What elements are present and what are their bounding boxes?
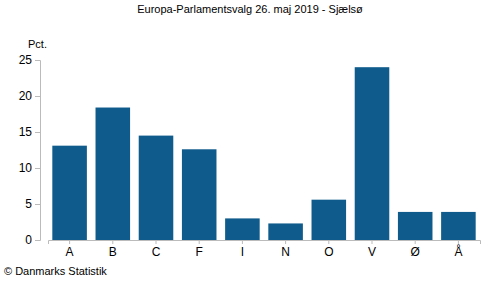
y-tick: 0 (25, 233, 40, 247)
x-tick-label: Å (454, 244, 462, 259)
x-tick-label: O (324, 245, 333, 259)
x-tick-mark (415, 240, 416, 244)
bar (52, 146, 87, 240)
x-tick-label: N (281, 245, 290, 259)
x-tick: N (281, 240, 290, 259)
x-tick-mark (112, 240, 113, 244)
bar (268, 223, 303, 240)
x-tick-mark (69, 240, 70, 244)
y-tick-label: 20 (19, 89, 33, 103)
y-tick-label: 5 (25, 197, 32, 211)
y-tick-label: 10 (19, 161, 33, 175)
y-tick-mark (35, 240, 40, 241)
x-axis: ABCFINOVØÅ (49, 240, 481, 259)
y-tick-mark (35, 204, 40, 205)
y-tick-label: 15 (19, 125, 33, 139)
x-axis-line (49, 241, 481, 245)
x-tick-mark (372, 240, 373, 244)
bar (312, 200, 347, 240)
y-axis: 0 5 10 15 20 25 (19, 53, 41, 247)
bar (355, 67, 390, 240)
y-tick-mark (35, 96, 40, 97)
x-tick: C (152, 240, 161, 259)
y-tick: 25 (19, 53, 40, 67)
bar (398, 212, 433, 240)
y-tick: 5 (25, 197, 40, 211)
y-tick: 15 (19, 125, 40, 139)
x-tick: Ø (411, 240, 420, 259)
x-tick-mark (156, 240, 157, 244)
x-tick: O (324, 240, 333, 259)
x-tick-mark (285, 240, 286, 244)
x-tick-label: B (109, 245, 117, 259)
y-tick-label: 0 (25, 233, 32, 247)
y-tick: 10 (19, 161, 40, 175)
x-tick-label: F (196, 245, 203, 259)
y-axis-line (35, 61, 41, 241)
bars (52, 67, 475, 240)
x-tick-mark (199, 240, 200, 244)
y-tick-mark (35, 168, 40, 169)
bar (225, 218, 260, 240)
bar (182, 149, 217, 240)
x-tick-label: Ø (411, 245, 420, 259)
chart: Europa-Parlamentsvalg 26. maj 2019 - Sjæ… (0, 0, 500, 282)
title: Europa-Parlamentsvalg 26. maj 2019 - Sjæ… (137, 3, 363, 15)
x-tick-mark (328, 240, 329, 244)
bar (96, 108, 131, 240)
y-tick: 20 (19, 89, 40, 103)
x-tick: B (109, 240, 117, 259)
bar (441, 212, 476, 240)
x-tick: A (66, 240, 74, 259)
x-tick-mark (242, 240, 243, 244)
x-tick-label: I (241, 245, 244, 259)
x-tick-label: C (152, 245, 161, 259)
x-tick: F (196, 240, 203, 259)
x-tick-label: A (66, 245, 74, 259)
x-tick-mark (458, 240, 459, 244)
y-tick-mark (35, 132, 40, 133)
bar (139, 136, 174, 240)
x-tick: I (241, 240, 244, 259)
source: © Danmarks Statistik (4, 265, 107, 277)
x-tick: Å (454, 240, 462, 259)
y-tick-label: 25 (19, 53, 33, 67)
x-tick: V (368, 240, 376, 259)
x-tick-label: V (368, 245, 376, 259)
y-tick-mark (35, 60, 40, 61)
y-axis-label: Pct. (28, 38, 47, 50)
